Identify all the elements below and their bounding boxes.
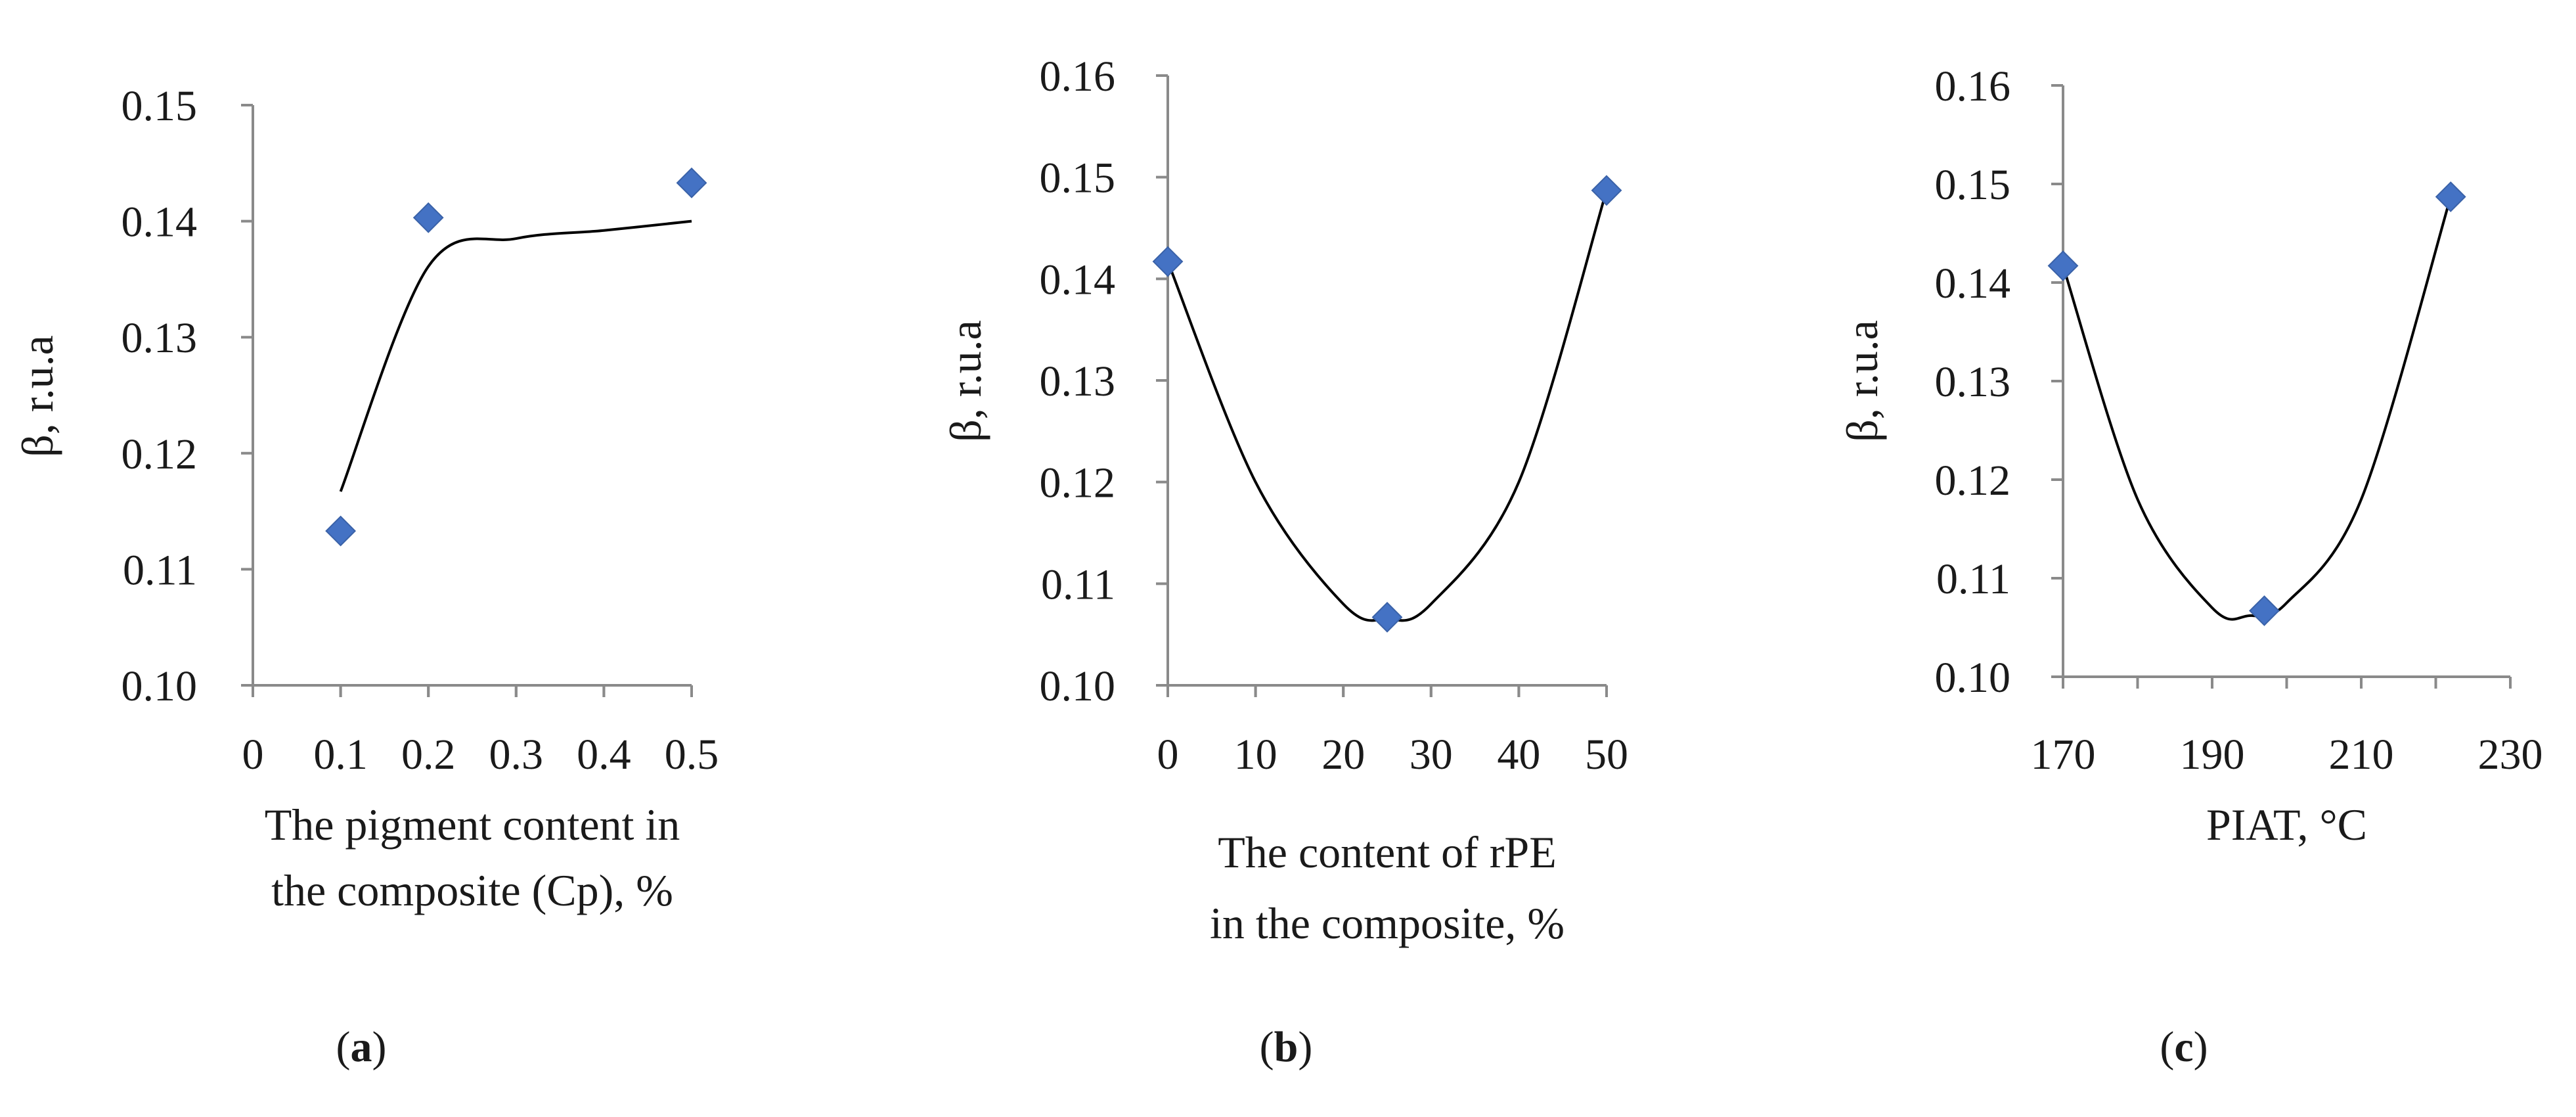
y-tick-label: 0.11 bbox=[1041, 560, 1115, 608]
x-tick-label: 0.1 bbox=[313, 731, 368, 779]
data-point-diamond bbox=[2435, 181, 2466, 212]
panel-c: 0.10 0.11 0.12 0.13 0.14 0.15 0.16 170 190 210 230… bbox=[1837, 62, 2543, 1071]
y-tick-label: 0.14 bbox=[122, 198, 198, 246]
data-point-diamond bbox=[2249, 595, 2280, 626]
x-axis-title-line: in the composite, % bbox=[1210, 898, 1565, 948]
y-tick-label: 0.13 bbox=[1040, 357, 1116, 405]
y-tick-label: 0.15 bbox=[1040, 154, 1116, 202]
panel-a: 0.10 0.11 0.12 0.13 0.14 0.15 0 0.1 0.2 0.3 0.4 0.5… bbox=[12, 82, 719, 1071]
data-point-diamond bbox=[412, 202, 444, 233]
x-tick-label: 0.2 bbox=[401, 731, 456, 779]
data-point-diamond bbox=[676, 167, 707, 198]
y-tick-label: 0.11 bbox=[123, 546, 197, 594]
data-point-diamond bbox=[1152, 246, 1184, 277]
x-tick-label: 0.5 bbox=[665, 731, 719, 779]
x-tick-label: 230 bbox=[2478, 731, 2543, 779]
y-tick-label: 0.15 bbox=[1935, 161, 2011, 209]
data-point-diamond bbox=[325, 515, 357, 547]
y-tick-label: 0.16 bbox=[1040, 53, 1116, 101]
y-tick-label: 0.12 bbox=[1935, 457, 2011, 505]
data-point-diamond bbox=[1591, 175, 1622, 206]
trendline bbox=[2062, 196, 2453, 621]
x-tick-label: 210 bbox=[2329, 731, 2394, 779]
panel-label: (c) bbox=[2160, 1023, 2208, 1071]
x-axis-title-line: the composite (Cp), % bbox=[271, 865, 673, 915]
x-tick-label: 40 bbox=[1497, 731, 1540, 779]
y-tick-label: 0.16 bbox=[1935, 62, 2011, 110]
y-tick-label: 0.15 bbox=[122, 82, 198, 130]
data-point-diamond bbox=[1371, 601, 1403, 633]
y-axis-title: β, r.u.a bbox=[1837, 320, 1887, 442]
y-tick-label: 0.12 bbox=[122, 430, 198, 478]
x-axis-title-line: PIAT, °C bbox=[2206, 800, 2367, 850]
y-tick-label: 0.13 bbox=[1935, 358, 2011, 406]
trendline bbox=[1166, 190, 1608, 622]
x-tick-label: 20 bbox=[1321, 731, 1365, 779]
x-tick-label: 0 bbox=[1157, 731, 1179, 779]
x-tick-label: 50 bbox=[1585, 731, 1628, 779]
trendline bbox=[339, 219, 692, 492]
panel-label: (a) bbox=[336, 1023, 387, 1071]
y-tick-label: 0.12 bbox=[1040, 459, 1116, 507]
y-tick-label: 0.14 bbox=[1040, 256, 1116, 304]
x-axis-title-line: The pigment content in bbox=[265, 800, 680, 850]
x-axis-title-line: The content of rPE bbox=[1218, 827, 1557, 877]
x-tick-label: 30 bbox=[1410, 731, 1453, 779]
y-tick-label: 0.14 bbox=[1935, 260, 2011, 308]
y-axis-title: β, r.u.a bbox=[12, 335, 62, 457]
x-tick-label: 0.3 bbox=[489, 731, 544, 779]
x-tick-label: 0 bbox=[242, 731, 264, 779]
y-tick-label: 0.13 bbox=[122, 314, 198, 362]
y-tick-label: 0.10 bbox=[122, 662, 198, 710]
panel-label: (b) bbox=[1260, 1023, 1313, 1071]
x-tick-label: 190 bbox=[2180, 731, 2245, 779]
x-tick-label: 10 bbox=[1234, 731, 1277, 779]
panel-b: 0.10 0.11 0.12 0.13 0.14 0.15 0.16 0 10 20 30 40 50 β… bbox=[941, 53, 1628, 1071]
y-tick-label: 0.10 bbox=[1040, 662, 1116, 710]
y-tick-label: 0.10 bbox=[1935, 654, 2011, 702]
x-tick-label: 0.4 bbox=[577, 731, 631, 779]
data-point-diamond bbox=[2047, 250, 2079, 281]
x-tick-label: 170 bbox=[2031, 731, 2096, 779]
y-tick-label: 0.11 bbox=[1936, 555, 2010, 603]
y-axis-title: β, r.u.a bbox=[941, 320, 990, 442]
